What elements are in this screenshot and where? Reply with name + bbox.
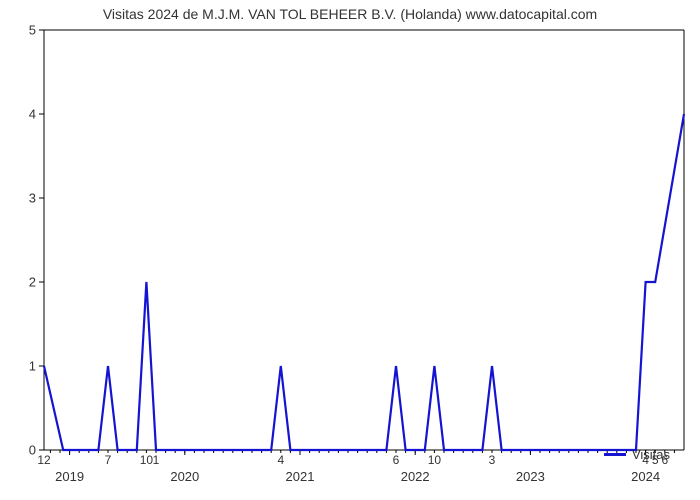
- y-tick-label: 1: [29, 360, 44, 373]
- data-point-label: 7: [105, 450, 112, 466]
- legend-label: Visitas: [632, 447, 670, 462]
- data-point-label: 10: [428, 450, 441, 466]
- y-tick-label: 5: [29, 24, 44, 37]
- chart-container: Visitas 2024 de M.J.M. VAN TOL BEHEER B.…: [0, 0, 700, 500]
- y-tick-label: 2: [29, 276, 44, 289]
- data-point-label: 4: [277, 450, 284, 466]
- x-tick-label: 2022: [401, 450, 430, 483]
- data-point-label: 6: [393, 450, 400, 466]
- x-tick-label: 2020: [170, 450, 199, 483]
- data-point-label: 10: [140, 450, 153, 466]
- chart-svg: [44, 30, 684, 450]
- plot-area: 0123452019202020212022202320241271014610…: [44, 30, 684, 450]
- chart-title: Visitas 2024 de M.J.M. VAN TOL BEHEER B.…: [0, 6, 700, 22]
- y-tick-label: 4: [29, 108, 44, 121]
- x-tick-label: 2021: [286, 450, 315, 483]
- legend: Visitas: [604, 447, 670, 462]
- data-point-label: 3: [489, 450, 496, 466]
- legend-swatch: [604, 453, 626, 456]
- y-tick-label: 3: [29, 192, 44, 205]
- data-point-label: 1: [153, 450, 160, 466]
- series-line: [44, 114, 684, 450]
- data-point-label: 12: [37, 450, 50, 466]
- x-tick-label: 2019: [55, 450, 84, 483]
- x-tick-label: 2023: [516, 450, 545, 483]
